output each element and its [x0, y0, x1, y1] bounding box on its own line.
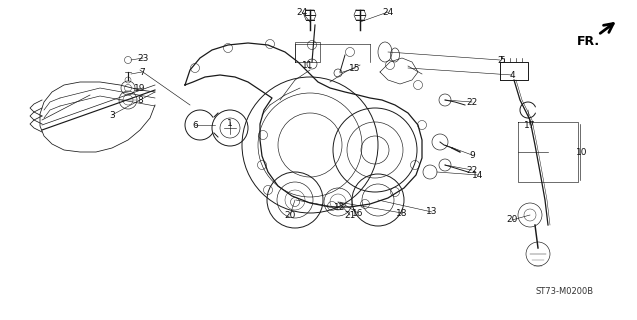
Text: 24: 24: [382, 7, 394, 17]
Text: 17: 17: [524, 121, 536, 130]
Text: 3: 3: [109, 110, 115, 119]
Text: 2: 2: [497, 55, 503, 65]
Text: 1: 1: [227, 118, 233, 127]
Text: 22: 22: [466, 165, 478, 174]
Text: 12: 12: [334, 204, 346, 212]
Text: 13: 13: [426, 207, 438, 217]
Text: 10: 10: [576, 148, 588, 156]
Text: 24: 24: [296, 7, 308, 17]
Text: FR.: FR.: [577, 35, 600, 48]
Text: 5: 5: [499, 55, 505, 65]
Text: 16: 16: [352, 209, 364, 218]
Text: ST73-M0200B: ST73-M0200B: [536, 287, 594, 297]
Text: 22: 22: [466, 98, 478, 107]
Text: 11: 11: [302, 60, 314, 69]
Text: 14: 14: [472, 171, 483, 180]
Text: 18: 18: [396, 209, 408, 218]
Text: 4: 4: [509, 70, 515, 79]
Text: 20: 20: [284, 211, 296, 220]
Text: 9: 9: [469, 150, 475, 159]
Text: 8: 8: [137, 95, 143, 105]
Text: 19: 19: [134, 84, 146, 92]
Text: 20: 20: [506, 215, 518, 225]
Text: 6: 6: [192, 121, 198, 130]
Text: 7: 7: [139, 68, 145, 76]
Text: 23: 23: [138, 53, 148, 62]
Text: 21: 21: [345, 211, 355, 220]
Text: 15: 15: [349, 63, 361, 73]
